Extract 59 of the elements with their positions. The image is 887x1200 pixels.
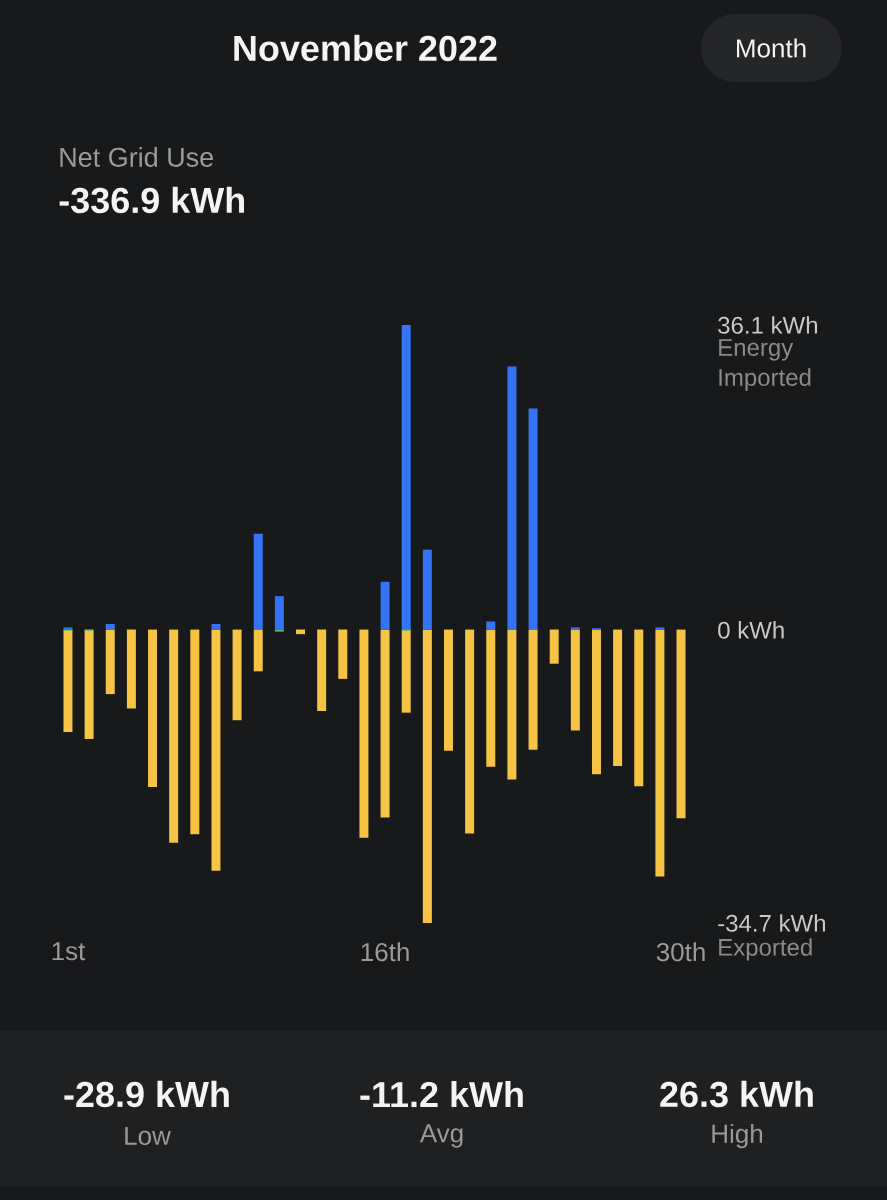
- bar: [211, 624, 221, 630]
- y-tick-label: 36.1 kWh: [718, 316, 818, 334]
- text: -28.9 kWh: [64, 1080, 229, 1108]
- bar: [549, 629, 559, 664]
- x-tick-label: 30th: [656, 942, 705, 962]
- bar: [655, 629, 665, 877]
- bar: [211, 629, 221, 871]
- bar: [634, 629, 644, 787]
- text: Avg: [419, 1124, 463, 1148]
- text: Low: [125, 1126, 171, 1146]
- bar: [169, 629, 179, 843]
- bar: [655, 627, 665, 630]
- bar: [338, 629, 348, 679]
- bar: [401, 325, 411, 630]
- x-tick-label: 1st: [52, 942, 86, 961]
- text: Energy Imported: [719, 339, 811, 391]
- bar: [232, 629, 242, 721]
- bar: [528, 408, 538, 630]
- bar: [84, 629, 94, 739]
- text: 26.3 kWh: [660, 1080, 813, 1108]
- bar: [317, 629, 327, 712]
- y-tick-label: -34.7 kWh: [718, 914, 825, 932]
- bar: [507, 629, 517, 780]
- text: Month: [737, 38, 806, 58]
- bar: [148, 629, 158, 788]
- bar: [507, 366, 517, 630]
- bar: [613, 629, 623, 766]
- text: Net Grid Use: [60, 147, 214, 167]
- text: Exported: [719, 938, 812, 961]
- bar: [486, 629, 496, 767]
- text: -11.2 kWh: [360, 1080, 523, 1108]
- bar: [380, 581, 390, 630]
- y-tick-label: 0 kWh: [718, 621, 784, 639]
- chart-title: November 2022: [234, 34, 497, 62]
- bar: [105, 624, 115, 630]
- bar: [105, 629, 115, 695]
- bar: [63, 629, 73, 733]
- x-tick-label: 16th: [361, 942, 409, 962]
- bar: [274, 596, 284, 630]
- bar: [359, 629, 369, 838]
- bar: [676, 629, 686, 819]
- text: High: [712, 1123, 763, 1149]
- bar: [570, 627, 580, 630]
- bar: [486, 621, 496, 630]
- bar: [422, 629, 432, 924]
- bar: [570, 629, 580, 731]
- bar: [253, 533, 263, 630]
- bar: [401, 629, 411, 713]
- bar: [443, 629, 453, 751]
- bar: [528, 629, 538, 750]
- bar: [422, 549, 432, 630]
- bar: [380, 629, 390, 818]
- bar: [190, 629, 200, 835]
- bar: [126, 629, 136, 709]
- bar: [465, 629, 475, 834]
- text: -336.9 kWh: [59, 186, 244, 214]
- bar: [591, 629, 601, 775]
- bar: [296, 629, 306, 635]
- bar: [253, 629, 263, 672]
